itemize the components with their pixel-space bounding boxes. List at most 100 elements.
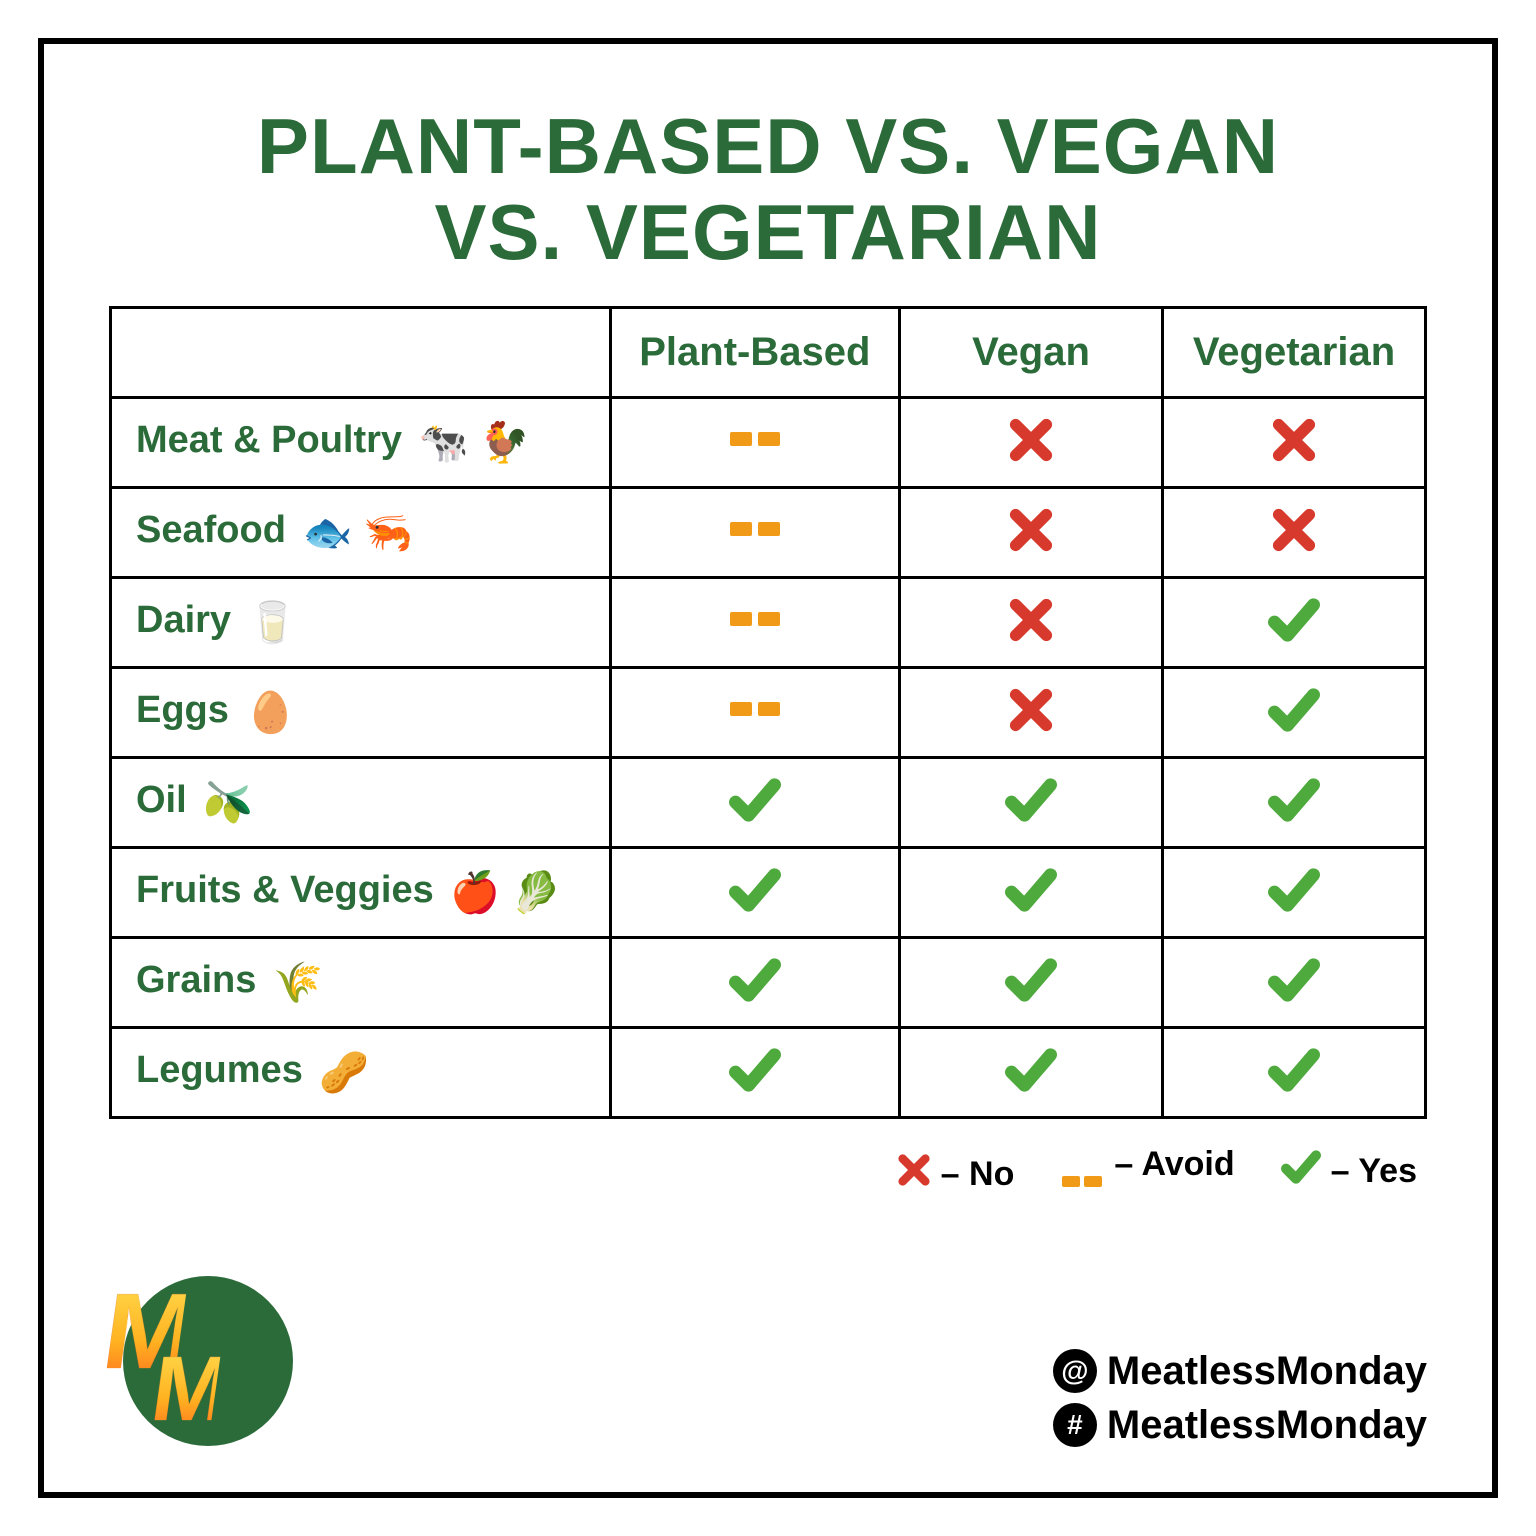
table-row: Seafood 🐟 🦐: [111, 487, 1426, 577]
avoid-icon: [727, 612, 783, 632]
row-emoji: 🐟 🦐: [302, 511, 413, 555]
title-line-2: VS. VEGETARIAN: [435, 188, 1102, 276]
cell-no: [899, 667, 1162, 757]
yes-icon: [729, 954, 781, 1011]
cell-yes: [610, 757, 899, 847]
row-emoji: 🍎 🥬: [450, 871, 561, 915]
cell-yes: [610, 937, 899, 1027]
row-label: Meat & Poultry 🐄 🐓: [111, 397, 611, 487]
legend-text: – No: [941, 1155, 1015, 1194]
row-label: Oil 🫒: [111, 757, 611, 847]
row-emoji: 🐄 🐓: [419, 421, 530, 465]
yes-icon: [1005, 954, 1057, 1011]
row-label: Grains 🌾: [111, 937, 611, 1027]
avoid-icon: [727, 522, 783, 542]
yes-icon: [1268, 864, 1320, 921]
logo-letters: MM: [98, 1282, 250, 1379]
yes-icon: [729, 774, 781, 831]
yes-icon: [1268, 1044, 1320, 1101]
table-row: Oil 🫒: [111, 757, 1426, 847]
cell-yes: [610, 847, 899, 937]
row-label: Legumes 🥜: [111, 1027, 611, 1117]
cell-yes: [610, 1027, 899, 1117]
cell-yes: [899, 847, 1162, 937]
cell-no: [899, 397, 1162, 487]
table-row: Legumes 🥜: [111, 1027, 1426, 1117]
column-header: Plant-Based: [610, 307, 899, 397]
table-row: Dairy 🥛: [111, 577, 1426, 667]
avoid-icon: [727, 702, 783, 722]
no-icon: [1008, 597, 1054, 648]
social-handles: @ MeatlessMonday # MeatlessMonday: [1053, 1344, 1427, 1452]
legend: – No – Avoid – Yes: [109, 1119, 1427, 1197]
legend-text: – Yes: [1331, 1152, 1417, 1191]
cell-yes: [899, 1027, 1162, 1117]
infographic-card: PLANT-BASED VS. VEGAN VS. VEGETARIAN Pla…: [38, 38, 1498, 1498]
social-at: @ MeatlessMonday: [1053, 1344, 1427, 1398]
comparison-table: Plant-BasedVeganVegetarianMeat & Poultry…: [109, 306, 1427, 1119]
footer: MM @ MeatlessMonday # MeatlessMonday: [44, 1262, 1492, 1452]
no-icon: [1271, 507, 1317, 558]
cell-no: [1162, 487, 1425, 577]
avoid-icon: [1060, 1157, 1104, 1171]
social-at-text: MeatlessMonday: [1107, 1344, 1427, 1398]
yes-icon: [1268, 954, 1320, 1011]
cell-yes: [1162, 937, 1425, 1027]
yes-icon: [729, 1044, 781, 1101]
cell-no: [899, 577, 1162, 667]
row-label: Seafood 🐟 🦐: [111, 487, 611, 577]
table-row: Meat & Poultry 🐄 🐓: [111, 397, 1426, 487]
no-icon: [1008, 507, 1054, 558]
legend-item: – No: [897, 1153, 1015, 1196]
cell-yes: [1162, 577, 1425, 667]
cell-avoid: [610, 667, 899, 757]
legend-item: – Yes: [1281, 1147, 1417, 1196]
cell-yes: [1162, 757, 1425, 847]
no-icon: [897, 1153, 931, 1196]
cell-avoid: [610, 577, 899, 667]
cell-yes: [899, 937, 1162, 1027]
yes-icon: [1268, 684, 1320, 741]
cell-yes: [899, 757, 1162, 847]
avoid-icon: [727, 432, 783, 452]
table-row: Eggs 🥚: [111, 667, 1426, 757]
column-header: Vegetarian: [1162, 307, 1425, 397]
column-header: [111, 307, 611, 397]
row-emoji: 🥚: [245, 691, 295, 735]
cell-yes: [1162, 847, 1425, 937]
row-emoji: 🥛: [248, 601, 298, 645]
row-emoji: 🫒: [203, 781, 253, 825]
no-icon: [1271, 417, 1317, 468]
legend-text: – Avoid: [1114, 1145, 1234, 1184]
at-icon: @: [1053, 1349, 1097, 1393]
row-emoji: 🥜: [319, 1051, 369, 1095]
yes-icon: [1005, 774, 1057, 831]
cell-yes: [1162, 1027, 1425, 1117]
cell-avoid: [610, 487, 899, 577]
yes-icon: [1005, 864, 1057, 921]
page-title: PLANT-BASED VS. VEGAN VS. VEGETARIAN: [109, 104, 1427, 306]
hashtag-icon: #: [1053, 1403, 1097, 1447]
table-row: Fruits & Veggies 🍎 🥬: [111, 847, 1426, 937]
legend-item: – Avoid: [1060, 1145, 1234, 1184]
yes-icon: [1281, 1147, 1321, 1196]
row-label: Dairy 🥛: [111, 577, 611, 667]
title-line-1: PLANT-BASED VS. VEGAN: [257, 102, 1279, 190]
no-icon: [1008, 417, 1054, 468]
brand-logo: MM: [109, 1262, 299, 1452]
social-hash-text: MeatlessMonday: [1107, 1398, 1427, 1452]
social-hash: # MeatlessMonday: [1053, 1398, 1427, 1452]
row-emoji: 🌾: [273, 961, 323, 1005]
row-label: Eggs 🥚: [111, 667, 611, 757]
yes-icon: [1268, 774, 1320, 831]
cell-no: [899, 487, 1162, 577]
no-icon: [1008, 687, 1054, 738]
column-header: Vegan: [899, 307, 1162, 397]
cell-avoid: [610, 397, 899, 487]
cell-yes: [1162, 667, 1425, 757]
yes-icon: [1005, 1044, 1057, 1101]
table-row: Grains 🌾: [111, 937, 1426, 1027]
yes-icon: [729, 864, 781, 921]
row-label: Fruits & Veggies 🍎 🥬: [111, 847, 611, 937]
table-header-row: Plant-BasedVeganVegetarian: [111, 307, 1426, 397]
